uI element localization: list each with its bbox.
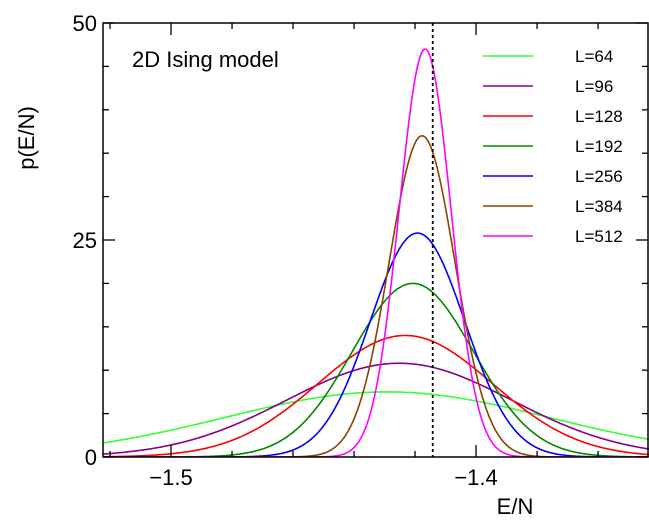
legend-label: L=384 bbox=[575, 197, 623, 216]
legend-label: L=128 bbox=[575, 107, 623, 126]
x-tick-label: −1.5 bbox=[149, 465, 192, 490]
series-line-l-128 bbox=[103, 334, 649, 457]
series-line-l-384 bbox=[103, 135, 649, 457]
legend-label: L=192 bbox=[575, 137, 623, 156]
legend-label: L=256 bbox=[575, 167, 623, 186]
legend-label: L=512 bbox=[575, 227, 623, 246]
y-tick-label: 0 bbox=[85, 445, 97, 470]
series-line-l-96 bbox=[103, 362, 649, 455]
curves-layer bbox=[103, 48, 649, 457]
legend: L=64 L=96 L=128 L=192 L=256 L=384 L=512 bbox=[483, 47, 623, 246]
x-tick-label: −1.4 bbox=[454, 465, 497, 490]
ticks-layer: −1.5 −1.4 0 25 50 bbox=[73, 11, 648, 490]
y-tick-label: 25 bbox=[73, 228, 97, 253]
y-axis-label: p(E/N) bbox=[14, 106, 39, 170]
legend-label: L=96 bbox=[575, 77, 613, 96]
chart-annotation: 2D Ising model bbox=[132, 47, 279, 72]
x-axis-label: E/N bbox=[497, 494, 534, 519]
y-tick-label: 50 bbox=[73, 11, 97, 36]
series-line-l-256 bbox=[103, 232, 649, 457]
series-line-l-512 bbox=[103, 48, 649, 457]
series-line-l-192 bbox=[103, 282, 649, 457]
legend-label: L=64 bbox=[575, 47, 613, 66]
